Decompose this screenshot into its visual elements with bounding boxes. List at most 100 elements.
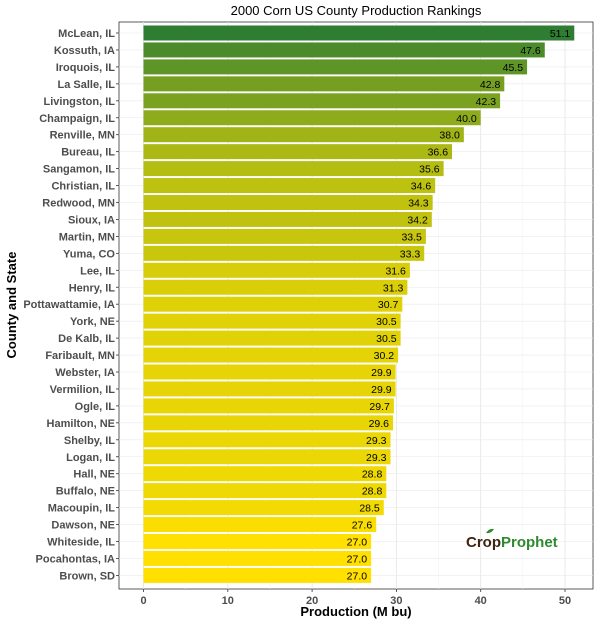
category-label: Macoupin, IL <box>48 503 116 515</box>
bar <box>143 432 391 448</box>
category-label: Hall, NE <box>73 469 115 481</box>
category-label: Pocahontas, IA <box>36 553 116 565</box>
logo-prophet-text: Prophet <box>501 534 558 551</box>
bar-value-label: 28.8 <box>362 486 383 498</box>
category-label: Hamilton, NE <box>47 418 115 430</box>
bar-value-label: 27.0 <box>347 537 368 549</box>
bar <box>143 110 481 126</box>
bar-value-label: 35.6 <box>419 164 440 176</box>
x-axis-title: Production (M bu) <box>300 604 411 619</box>
bar-value-label: 34.3 <box>408 198 429 210</box>
category-label: Redwood, MN <box>42 198 115 210</box>
bar-value-label: 29.7 <box>369 401 390 413</box>
x-tick-label: 30 <box>390 595 402 607</box>
bar-value-label: 45.5 <box>503 62 524 74</box>
bar <box>143 415 394 431</box>
bar <box>143 449 391 465</box>
bar-value-label: 30.5 <box>376 316 397 328</box>
x-axis-ticks: 0 10 20 30 40 50 <box>140 589 571 607</box>
bar-value-label: 51.1 <box>550 28 571 40</box>
category-label: McLean, IL <box>58 28 115 40</box>
x-tick-label: 50 <box>559 595 571 607</box>
bar <box>143 127 464 143</box>
bar <box>143 517 377 533</box>
cropprophet-logo: CropProphet <box>466 528 558 551</box>
bar-value-label: 27.0 <box>347 553 368 565</box>
bar-value-label: 38.0 <box>439 130 460 142</box>
category-label: Bureau, IL <box>61 147 115 159</box>
category-label: Sangamon, IL <box>43 164 115 176</box>
bar <box>143 245 425 261</box>
bar-value-label: 30.7 <box>378 299 399 311</box>
category-label: Yuma, CO <box>63 248 115 260</box>
bar <box>143 195 433 210</box>
category-labels: McLean, IL Kossuth, IA Iroquois, IL La Sall… <box>23 28 119 582</box>
category-label: Sioux, IA <box>68 214 115 226</box>
bar <box>143 500 384 516</box>
bar-value-label: 29.3 <box>366 452 387 464</box>
category-label: Lee, IL <box>80 265 115 277</box>
bar-value-label: 33.3 <box>400 248 421 260</box>
category-label: Whiteside, IL <box>47 537 115 549</box>
bar <box>143 347 399 363</box>
category-label: Webster, IA <box>55 367 115 379</box>
leaf-icon <box>486 528 494 534</box>
bar <box>143 550 372 566</box>
bar-value-label: 28.8 <box>362 469 383 481</box>
y-axis-title: County and State <box>4 252 19 359</box>
category-label: Shelby, IL <box>64 435 115 447</box>
category-label: Champaign, IL <box>39 113 115 125</box>
bar <box>143 534 372 549</box>
bar <box>143 25 575 41</box>
bar-value-label: 47.6 <box>520 45 541 57</box>
bar <box>143 178 436 194</box>
category-label: Buffalo, NE <box>56 486 115 498</box>
bar <box>143 262 410 278</box>
x-tick-label: 20 <box>306 595 318 607</box>
bar-value-label: 27.6 <box>352 520 373 532</box>
bar-value-label: 27.0 <box>347 570 368 582</box>
bar <box>143 93 501 109</box>
chart-title: 2000 Corn US County Production Rankings <box>231 3 482 18</box>
bar <box>143 59 528 75</box>
category-label: Logan, IL <box>66 452 115 464</box>
bar-value-label: 34.2 <box>407 214 428 226</box>
bar <box>143 42 545 58</box>
category-label: La Salle, IL <box>58 79 116 91</box>
bar-value-label: 29.9 <box>371 367 392 379</box>
category-label: Renville, MN <box>50 130 115 142</box>
category-label: Henry, IL <box>69 282 116 294</box>
x-tick-label: 0 <box>140 595 146 607</box>
category-label: Faribault, MN <box>45 350 115 362</box>
bar-value-label: 36.6 <box>428 147 449 159</box>
bar-value-label: 31.6 <box>385 265 406 277</box>
bar <box>143 144 453 160</box>
bar-value-label: 40.0 <box>456 113 477 125</box>
bar <box>143 161 444 177</box>
bar <box>143 330 401 346</box>
bar-value-label: 29.6 <box>369 418 390 430</box>
bar <box>143 76 505 92</box>
category-label: De Kalb, IL <box>58 333 115 345</box>
category-label: Kossuth, IA <box>54 45 115 57</box>
bar <box>143 279 408 295</box>
category-label: Pottawattamie, IA <box>23 299 115 311</box>
value-labels: 51.1 47.6 45.542.8 42.3 40.0 38.0 36.6 35.6 34.6… <box>347 28 571 582</box>
bar <box>143 466 387 482</box>
category-label: Iroquois, IL <box>56 62 116 74</box>
bar <box>143 296 403 312</box>
category-label: Dawson, NE <box>51 520 115 532</box>
bar <box>143 483 387 499</box>
x-tick-label: 10 <box>222 595 234 607</box>
bar-value-label: 42.8 <box>480 79 501 91</box>
bar-value-label: 28.5 <box>359 503 380 515</box>
category-label: Martin, MN <box>59 231 115 243</box>
category-label: York, NE <box>70 316 115 328</box>
logo-crop-text: Crop <box>466 534 501 551</box>
category-label: Christian, IL <box>51 181 115 193</box>
bar-value-label: 30.5 <box>376 333 397 345</box>
category-label: Livingston, IL <box>44 96 116 108</box>
bar <box>143 313 401 329</box>
bar-value-label: 31.3 <box>383 282 404 294</box>
bar-value-label: 29.9 <box>371 384 392 396</box>
